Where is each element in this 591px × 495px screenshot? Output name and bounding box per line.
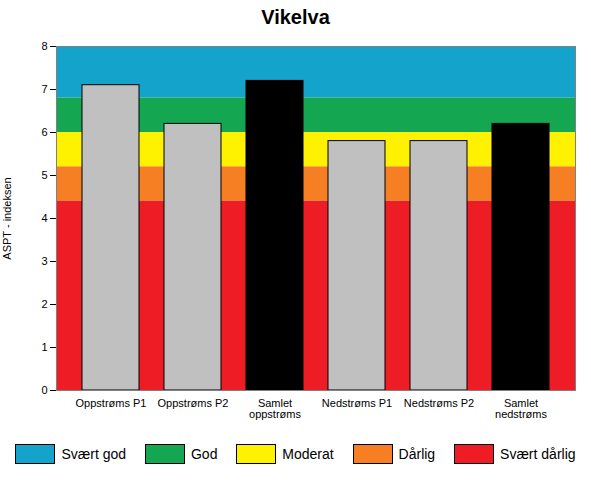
html-text:Vikelva: Vikelva: [261, 6, 330, 28]
svg-text:4: 4: [41, 212, 47, 224]
svg-text:Oppstrøms P1: Oppstrøms P1: [76, 397, 147, 409]
svg-text:Nedstrøms P2: Nedstrøms P2: [404, 397, 474, 409]
html-text:Svært dårlig: Svært dårlig: [500, 446, 576, 462]
svg-text:Nedstrøms P1: Nedstrøms P1: [322, 397, 392, 409]
svg-text:3: 3: [41, 255, 47, 267]
svg-text:7: 7: [41, 83, 47, 95]
svg-text:5: 5: [41, 169, 47, 181]
html-text:God: God: [191, 446, 218, 462]
svg-text:1: 1: [41, 341, 47, 353]
html-text:Svært god: Svært god: [61, 446, 126, 462]
html-text:Dårlig: Dårlig: [398, 446, 436, 462]
svg-text:8: 8: [41, 40, 47, 52]
html-text:Moderat: Moderat: [282, 446, 334, 462]
svg-text:ASPT - indeksen: ASPT - indeksen: [1, 177, 13, 259]
svg-text:Oppstrøms P2: Oppstrøms P2: [158, 397, 229, 409]
svg-text:Samletoppstrøms: Samletoppstrøms: [249, 397, 301, 420]
svg-text:6: 6: [41, 126, 47, 138]
svg-text:Samletnedstrøms: Samletnedstrøms: [495, 397, 547, 420]
svg-text:0: 0: [41, 384, 47, 396]
svg-text:2: 2: [41, 298, 47, 310]
